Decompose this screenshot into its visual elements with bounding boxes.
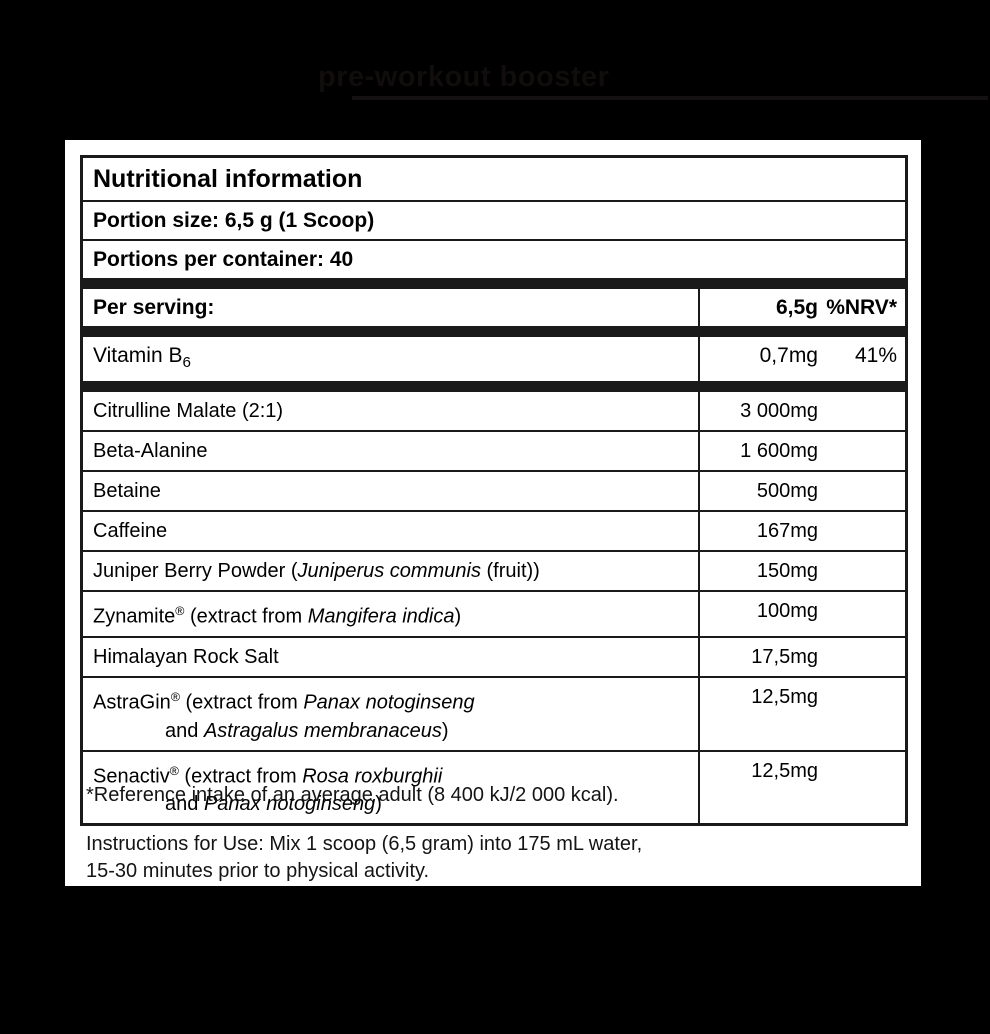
ingredient-botanical-name-2: Panax notoginseng xyxy=(203,793,376,816)
ingredient-botanical-name: Juniperus communis xyxy=(297,560,481,583)
ingredient-name-prefix: Zynamite xyxy=(93,605,176,628)
title-divider-rule xyxy=(352,96,988,100)
ingredient-values: 100mg xyxy=(698,592,905,636)
per-serving-label: Per serving: xyxy=(93,296,215,319)
ingredient-name-prefix: Juniper Berry Powder ( xyxy=(93,560,298,583)
table-row-portion-size: Portion size: 6,5 g (1 Scoop) xyxy=(83,202,905,241)
section-separator-bar-bottom xyxy=(83,383,905,393)
section-separator-bar-middle xyxy=(83,328,905,337)
instructions-line-1: Instructions for Use: Mix 1 scoop (6,5 g… xyxy=(86,833,643,855)
ingredient-name-suffix: ) xyxy=(454,605,462,628)
portions-per-container-label: Portions per container: 40 xyxy=(93,248,354,271)
vitamin-b6-name: Vitamin B6 xyxy=(83,337,698,381)
ingredient-values: 12,5mg xyxy=(698,751,905,824)
ingredient-botanical-name: Mangifera indica xyxy=(307,605,455,628)
nutrition-table: Nutritional information Portion size: 6,… xyxy=(80,155,908,827)
ingredient-botanical-name-2: Astragalus membranaceus xyxy=(203,719,442,742)
ingredient-name-suffix: (fruit)) xyxy=(480,560,540,583)
column-header-nrv: %NRV* xyxy=(826,296,897,319)
vitamin-b6-subscript: 6 xyxy=(182,354,191,372)
ingredient-values: 167mg xyxy=(698,512,905,551)
product-title-band: pre-workout booster xyxy=(0,52,990,110)
table-row-heading: Nutritional information xyxy=(83,158,905,202)
ingredient-name-line2: and Astragalus membranaceus) xyxy=(93,717,698,745)
registered-trademark-icon: ® xyxy=(170,689,180,704)
registered-trademark-icon: ® xyxy=(169,763,179,778)
ingredient-amount: 500mg xyxy=(756,480,818,503)
per-serving-columns: 6,5g %NRV* xyxy=(698,289,905,326)
table-row-ingredient: Citrulline Malate (2:1) 3 000mg xyxy=(83,392,905,433)
footnote-reference-intake: *Reference intake of an average adult (8… xyxy=(86,784,619,806)
ingredient-name: AstraGin® (extract from Panax notoginsen… xyxy=(83,678,698,750)
table-row-ingredient: AstraGin® (extract from Panax notoginsen… xyxy=(83,677,905,752)
ingredient-values: 17,5mg xyxy=(698,637,905,676)
column-header-amount: 6,5g xyxy=(775,296,818,319)
ingredient-botanical-name: Rosa roxburghii xyxy=(302,765,443,788)
ingredient-amount: 150mg xyxy=(756,560,818,583)
ingredient-line2-prefix: and xyxy=(165,793,204,816)
ingredient-name-middle: (extract from xyxy=(184,605,308,628)
ingredient-values: 3 000mg xyxy=(698,392,905,431)
table-row-vitamin-b6: Vitamin B6 0,7mg 41% xyxy=(83,337,905,384)
ingredient-amount: 167mg xyxy=(756,520,818,543)
ingredient-name-prefix: Senactiv xyxy=(93,765,170,788)
vitamin-b6-nrv: 41% xyxy=(854,344,897,367)
vitamin-b6-amount: 0,7mg xyxy=(759,344,818,367)
table-row-portions-per-container: Portions per container: 40 xyxy=(83,241,905,280)
table-row-ingredient: Betaine 500mg xyxy=(83,472,905,513)
footnotes-block: *Reference intake of an average adult (8… xyxy=(80,782,900,885)
ingredient-name: Beta-Alanine xyxy=(93,440,208,463)
ingredient-name: Himalayan Rock Salt xyxy=(93,645,279,668)
table-row-ingredient: Senactiv® (extract from Rosa roxburghii a… xyxy=(83,751,905,824)
table-row-ingredient: Zynamite® (extract from Mangifera indica… xyxy=(83,592,905,638)
ingredient-amount: 100mg xyxy=(756,600,818,623)
instructions-line-2: 15-30 minutes prior to physical activity… xyxy=(86,860,430,882)
portion-size-label: Portion size: 6,5 g (1 Scoop) xyxy=(93,209,375,232)
registered-trademark-icon: ® xyxy=(175,604,185,619)
section-separator-bar-top xyxy=(83,280,905,289)
ingredient-name: Juniper Berry Powder (Juniperus communis… xyxy=(83,552,698,590)
ingredient-line2-suffix: ) xyxy=(375,793,382,816)
ingredient-amount: 17,5mg xyxy=(751,645,818,668)
ingredient-name-middle: (extract from xyxy=(179,691,304,714)
table-row-ingredient: Beta-Alanine 1 600mg xyxy=(83,432,905,473)
nutritional-information-heading: Nutritional information xyxy=(93,165,363,193)
ingredient-values: 150mg xyxy=(698,552,905,591)
ingredient-line2-prefix: and xyxy=(165,719,204,742)
ingredient-line2-suffix: ) xyxy=(441,719,449,742)
ingredient-values: 500mg xyxy=(698,472,905,511)
table-row-ingredient: Caffeine 167mg xyxy=(83,512,905,553)
ingredient-name: Zynamite® (extract from Mangifera indica… xyxy=(83,592,698,636)
table-row-per-serving-header: Per serving: 6,5g %NRV* xyxy=(83,289,905,328)
vitamin-b6-values: 0,7mg 41% xyxy=(698,337,905,382)
nutrition-label-card: Nutritional information Portion size: 6,… xyxy=(65,140,921,886)
ingredient-amount: 12,5mg xyxy=(751,685,818,708)
ingredient-name-line2: and Panax notoginseng) xyxy=(93,790,698,818)
ingredient-values: 12,5mg xyxy=(698,677,905,750)
ingredient-name: Senactiv® (extract from Rosa roxburghii a… xyxy=(83,752,698,824)
ingredient-name-prefix: AstraGin xyxy=(93,691,171,714)
vitamin-b6-name-text: Vitamin B xyxy=(93,344,183,367)
ingredient-amount: 3 000mg xyxy=(740,400,818,423)
product-title: pre-workout booster xyxy=(318,61,610,93)
ingredient-amount: 12,5mg xyxy=(751,759,818,782)
ingredient-name: Citrulline Malate (2:1) xyxy=(93,400,284,423)
ingredient-botanical-name: Panax notoginseng xyxy=(303,691,475,714)
ingredient-amount: 1 600mg xyxy=(740,440,818,463)
table-row-ingredient: Juniper Berry Powder (Juniperus communis… xyxy=(83,552,905,593)
ingredient-name: Caffeine xyxy=(93,520,168,543)
ingredient-name: Betaine xyxy=(93,480,161,503)
ingredient-name-middle: (extract from xyxy=(178,765,303,788)
table-row-ingredient: Himalayan Rock Salt 17,5mg xyxy=(83,637,905,678)
ingredient-values: 1 600mg xyxy=(698,432,905,471)
